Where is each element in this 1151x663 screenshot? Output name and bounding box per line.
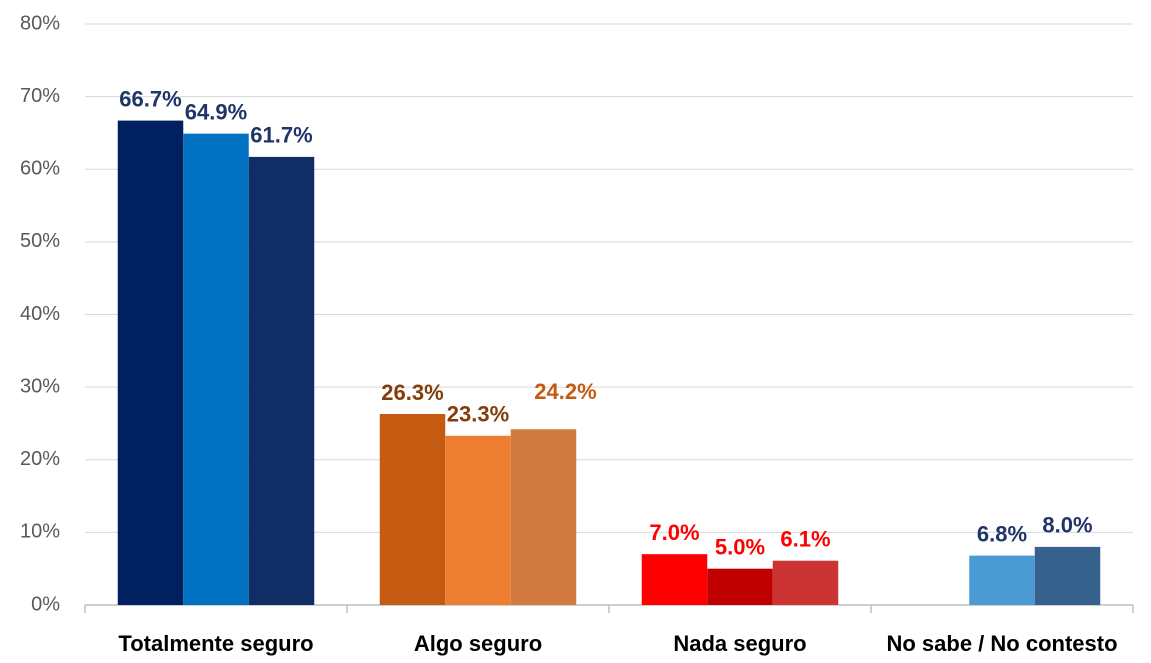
- y-tick-label: 70%: [20, 85, 60, 107]
- value-label: 6.8%: [977, 521, 1027, 546]
- bar: [510, 429, 577, 605]
- value-label: 8.0%: [1042, 513, 1092, 538]
- bar: [969, 555, 1035, 605]
- bar: [707, 568, 773, 605]
- y-tick-label: 20%: [20, 448, 60, 470]
- value-label: 23.3%: [447, 402, 509, 427]
- y-tick-label: 40%: [20, 303, 60, 325]
- bar: [1034, 546, 1101, 605]
- value-label: 24.2%: [534, 379, 596, 404]
- bar: [641, 554, 708, 605]
- y-tick-label: 50%: [20, 230, 60, 252]
- bar: [117, 120, 184, 605]
- bar: [379, 413, 446, 605]
- x-tick-label: No sabe / No contesto: [886, 631, 1117, 656]
- x-tick-label: Totalmente seguro: [118, 631, 313, 656]
- bar: [248, 156, 315, 605]
- value-label: 64.9%: [185, 99, 247, 124]
- y-tick-label: 0%: [31, 593, 60, 615]
- value-label: 7.0%: [649, 520, 699, 545]
- value-label: 6.1%: [780, 527, 830, 552]
- bar: [772, 560, 839, 605]
- x-tick-label: Nada seguro: [673, 631, 806, 656]
- bar: [445, 435, 511, 605]
- value-label: 66.7%: [119, 86, 181, 111]
- value-label: 5.0%: [715, 535, 765, 560]
- y-tick-label: 30%: [20, 375, 60, 397]
- bar: [183, 133, 249, 605]
- y-tick-label: 60%: [20, 158, 60, 180]
- y-tick-label: 80%: [20, 12, 60, 34]
- value-label: 26.3%: [381, 380, 443, 405]
- y-tick-label: 10%: [20, 521, 60, 543]
- value-label: 61.7%: [250, 123, 312, 148]
- x-tick-label: Algo seguro: [414, 631, 542, 656]
